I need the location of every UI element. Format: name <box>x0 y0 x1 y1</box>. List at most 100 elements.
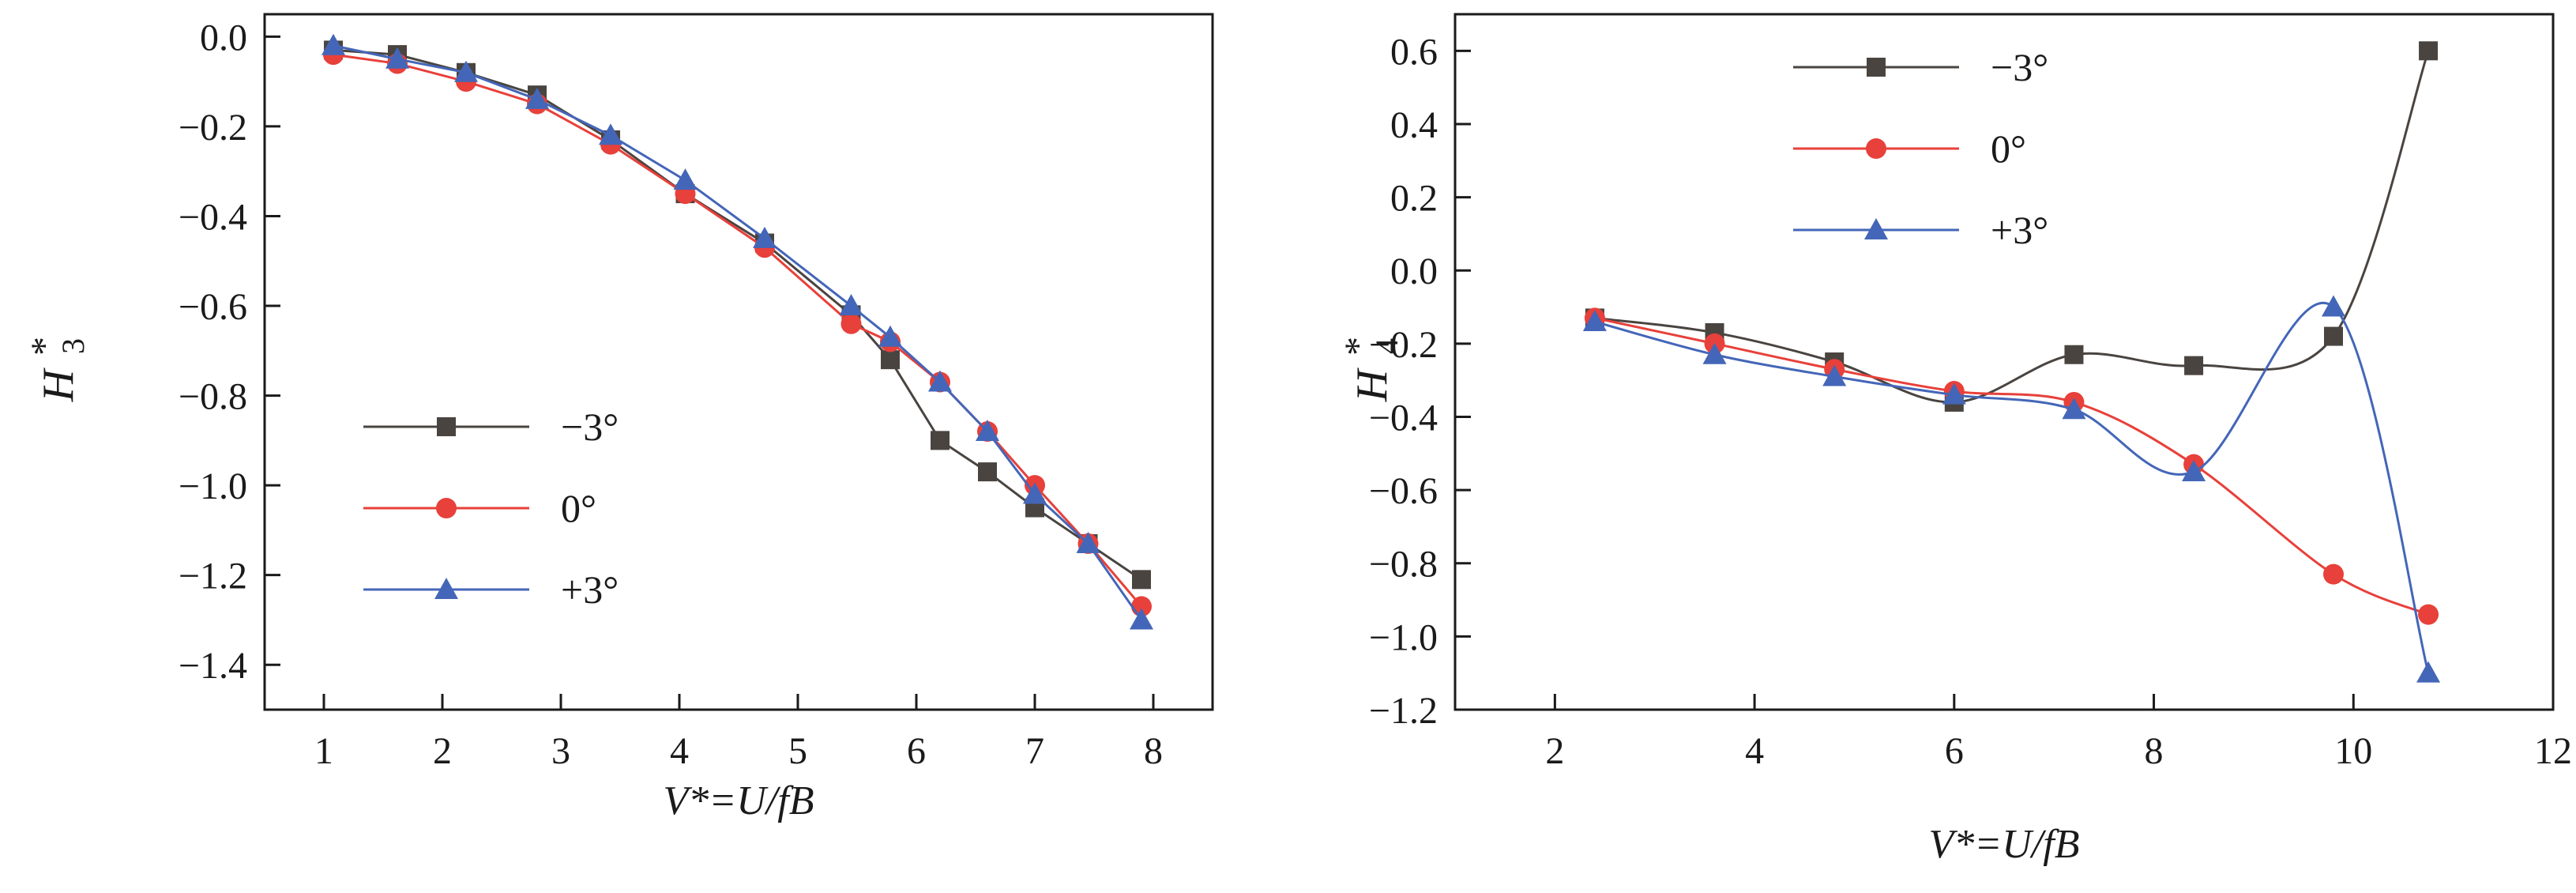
x-axis-title: V*=U/fB <box>1928 822 2079 867</box>
series-line <box>333 44 1143 621</box>
data-point <box>454 60 478 82</box>
y-tick-label: −0.8 <box>1369 544 1438 586</box>
legend: −3° 0° +3° <box>363 405 619 612</box>
x-tick-label: 4 <box>670 730 689 772</box>
y-axis-title-subscript: 4 <box>1369 338 1405 354</box>
y-tick-label: −0.4 <box>179 196 247 238</box>
legend-marker <box>436 498 457 518</box>
data-point <box>1822 364 1847 386</box>
data-point <box>2182 459 2206 481</box>
data-point <box>1076 531 1100 553</box>
data-point <box>881 350 900 370</box>
legend-marker <box>1866 138 1886 159</box>
x-tick-label: 4 <box>1745 730 1764 772</box>
x-axis-title: V*=U/fB <box>663 778 814 823</box>
y-axis-title-subscript: 3 <box>55 338 91 354</box>
x-tick-label: 8 <box>1144 730 1163 772</box>
y-tick-label: 0.0 <box>200 17 247 58</box>
series-line <box>333 53 1143 608</box>
series-1 <box>323 44 1152 617</box>
data-point <box>322 33 345 55</box>
data-point <box>878 325 902 347</box>
y-tick-label: −0.6 <box>1369 470 1438 512</box>
y-tick-label: 0.2 <box>1390 178 1438 220</box>
y-tick-label: −1.2 <box>1369 690 1438 732</box>
legend-marker <box>434 578 458 599</box>
x-tick-label: 3 <box>551 730 570 772</box>
x-tick-label: 10 <box>2334 730 2372 772</box>
data-point <box>1582 310 1607 332</box>
data-point <box>2322 295 2345 317</box>
chart-h4: 2 4 6 8 10 12 0.6 0.4 0.2 0.0 −0.2 −0.4 −0.6 −0.8 −1.0… <box>1337 13 2572 867</box>
legend-marker <box>437 417 456 436</box>
y-tick-label: −1.0 <box>1369 616 1438 658</box>
y-axis-title-superscript: * <box>24 337 66 356</box>
data-point <box>840 313 862 334</box>
data-point <box>978 462 997 482</box>
y-tick-label: 0.4 <box>1390 104 1438 146</box>
data-point <box>2062 398 2086 420</box>
series-line <box>1594 50 2430 404</box>
data-point <box>2323 563 2344 585</box>
y-axis-title-main: H <box>34 367 83 402</box>
legend-label: +3° <box>1991 208 2048 252</box>
y-tick-label: 0.0 <box>1390 251 1438 292</box>
data-point <box>385 47 409 69</box>
data-point <box>1132 570 1151 590</box>
y-tick-label: −0.2 <box>1369 324 1438 366</box>
data-point <box>2418 604 2439 625</box>
data-point <box>931 431 950 450</box>
legend-label: −3° <box>1991 45 2048 89</box>
series-line <box>333 48 1142 581</box>
legend-marker <box>1867 58 1886 77</box>
series-line <box>1594 316 2429 616</box>
data-point <box>976 420 999 441</box>
data-point <box>1942 382 1966 405</box>
data-point <box>2184 356 2204 375</box>
y-axis-title: H 4* <box>1337 337 1405 402</box>
x-tick-label: 7 <box>1025 730 1044 772</box>
y-tick-label: −1.0 <box>179 465 247 507</box>
y-tick-label: −0.8 <box>179 376 247 418</box>
y-tick-label: −1.2 <box>179 556 247 597</box>
x-tick-label: 2 <box>1545 730 1564 772</box>
data-point <box>1023 482 1047 504</box>
data-point <box>928 370 952 392</box>
data-point <box>2416 661 2441 683</box>
y-tick-label: −1.4 <box>179 645 247 687</box>
legend-marker <box>1864 218 1888 239</box>
plot-frame <box>263 13 1214 711</box>
data-point <box>753 226 777 248</box>
data-point <box>1702 342 1727 364</box>
data-point <box>525 87 549 109</box>
x-tick-label: 1 <box>314 730 333 772</box>
legend-label: 0° <box>1991 126 2026 171</box>
y-tick-label: −0.6 <box>179 286 247 328</box>
data-point <box>1130 608 1153 630</box>
plot-frame <box>1453 13 2555 711</box>
x-tick-label: 8 <box>2145 730 2164 772</box>
y-axis-title: H 3* <box>24 337 91 402</box>
legend-label: +3° <box>561 567 619 612</box>
x-tick-label: 5 <box>788 730 807 772</box>
series-2 <box>322 33 1153 630</box>
legend: −3° 0° +3° <box>1793 45 2048 252</box>
chart-h3: 1 2 3 4 5 6 7 8 0.0 −0.2 −0.4 −0.6 −0.8 −1.0 −1.2 −1.4 V… <box>24 13 1214 823</box>
legend-label: −3° <box>561 405 619 449</box>
y-axis-title-superscript: * <box>1337 337 1379 356</box>
series-2 <box>1582 295 2441 683</box>
y-axis-title-main: H <box>1348 367 1397 402</box>
x-tick-label: 6 <box>1945 730 1964 772</box>
data-point <box>2064 345 2084 364</box>
data-point <box>2419 41 2439 61</box>
x-tick-label: 12 <box>2534 730 2572 772</box>
x-tick-label: 2 <box>433 730 452 772</box>
data-point <box>673 168 698 190</box>
x-tick-label: 6 <box>907 730 926 772</box>
data-point <box>2324 326 2343 346</box>
legend-label: 0° <box>561 486 596 530</box>
y-tick-label: −0.2 <box>179 107 247 149</box>
y-tick-label: −0.4 <box>1369 397 1438 439</box>
data-point <box>839 294 863 316</box>
